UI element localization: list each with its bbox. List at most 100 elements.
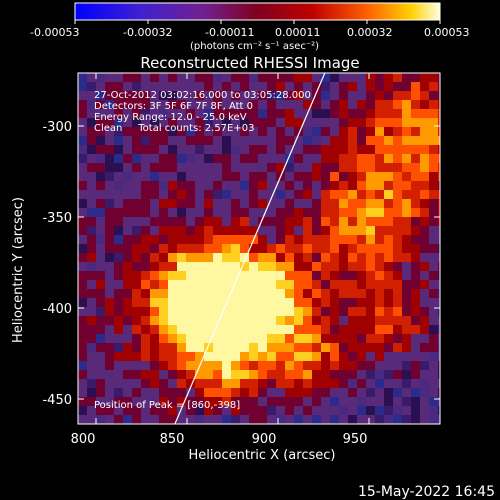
heatmap-cell xyxy=(294,73,303,82)
heatmap-cell xyxy=(402,397,411,406)
heatmap-cell xyxy=(294,406,303,415)
heatmap-cell xyxy=(384,73,393,82)
heatmap-cell xyxy=(96,172,105,181)
heatmap-cell xyxy=(141,190,150,199)
heatmap-cell xyxy=(330,406,339,415)
heatmap-cell xyxy=(159,154,168,163)
heatmap-cell xyxy=(222,253,231,262)
heatmap-cell xyxy=(402,226,411,235)
heatmap-cell xyxy=(159,100,168,109)
heatmap-cell xyxy=(177,280,186,289)
heatmap-cell xyxy=(348,127,357,136)
heatmap-cell xyxy=(78,118,87,127)
heatmap-cell xyxy=(339,352,348,361)
heatmap-cell xyxy=(357,82,366,91)
heatmap-cell xyxy=(186,379,195,388)
heatmap-cell xyxy=(96,370,105,379)
heatmap-cell xyxy=(141,136,150,145)
heatmap-cell xyxy=(159,190,168,199)
heatmap-cell xyxy=(96,388,105,397)
heatmap-cell xyxy=(375,82,384,91)
heatmap-cell xyxy=(213,298,222,307)
heatmap-cell xyxy=(141,163,150,172)
heatmap-cell xyxy=(168,244,177,253)
heatmap-cell xyxy=(141,145,150,154)
heatmap-cell xyxy=(393,244,402,253)
heatmap-cell xyxy=(222,73,231,82)
heatmap-cell xyxy=(267,271,276,280)
heatmap-cell xyxy=(78,154,87,163)
heatmap-cell xyxy=(303,217,312,226)
heatmap-cell xyxy=(132,298,141,307)
heatmap-cell xyxy=(186,289,195,298)
heatmap-cell xyxy=(303,253,312,262)
heatmap-cell xyxy=(402,109,411,118)
heatmap-cell xyxy=(267,199,276,208)
heatmap-cell xyxy=(123,181,132,190)
heatmap-cell xyxy=(258,154,267,163)
heatmap-cell xyxy=(348,199,357,208)
heatmap-cell xyxy=(303,73,312,82)
heatmap-cell xyxy=(222,154,231,163)
heatmap-cell xyxy=(159,379,168,388)
heatmap-cell xyxy=(186,217,195,226)
heatmap-cell xyxy=(249,244,258,253)
heatmap-cell xyxy=(159,334,168,343)
heatmap-cell xyxy=(393,217,402,226)
heatmap-cell xyxy=(204,145,213,154)
heatmap-cell xyxy=(150,136,159,145)
heatmap-cell xyxy=(240,370,249,379)
heatmap-cell xyxy=(258,136,267,145)
heatmap-cell xyxy=(159,280,168,289)
heatmap-cell xyxy=(249,172,258,181)
heatmap-cell xyxy=(276,388,285,397)
heatmap-cell xyxy=(321,199,330,208)
heatmap-cell xyxy=(276,253,285,262)
heatmap-cell xyxy=(123,352,132,361)
heatmap-cell xyxy=(78,127,87,136)
heatmap-cell xyxy=(249,73,258,82)
heatmap-cell xyxy=(195,118,204,127)
heatmap-cell xyxy=(438,118,440,127)
heatmap-cell xyxy=(429,316,438,325)
heatmap-cell xyxy=(411,370,420,379)
heatmap-cell xyxy=(114,244,123,253)
heatmap-cell xyxy=(204,316,213,325)
heatmap-cell xyxy=(177,145,186,154)
heatmap-cell xyxy=(393,82,402,91)
heatmap-cell xyxy=(438,325,440,334)
heatmap-cell xyxy=(105,361,114,370)
heatmap-cell xyxy=(168,91,177,100)
heatmap-cell xyxy=(240,190,249,199)
heatmap-cell xyxy=(303,127,312,136)
heatmap-cell xyxy=(303,370,312,379)
heatmap-cell xyxy=(240,334,249,343)
heatmap-cell xyxy=(321,235,330,244)
heatmap-cell xyxy=(78,235,87,244)
heatmap-cell xyxy=(384,172,393,181)
heatmap-cell xyxy=(231,244,240,253)
heatmap-cell xyxy=(330,100,339,109)
heatmap-cell xyxy=(186,91,195,100)
heatmap-cell xyxy=(177,208,186,217)
heatmap-cell xyxy=(204,352,213,361)
heatmap-cell xyxy=(294,271,303,280)
heatmap-cell xyxy=(186,307,195,316)
heatmap-cell xyxy=(177,307,186,316)
heatmap-cell xyxy=(384,100,393,109)
heatmap-cell xyxy=(429,298,438,307)
heatmap-cell xyxy=(222,325,231,334)
heatmap-cell xyxy=(276,199,285,208)
heatmap-cell xyxy=(186,361,195,370)
heatmap-cell xyxy=(78,145,87,154)
heatmap-cell xyxy=(285,154,294,163)
heatmap-cell xyxy=(231,181,240,190)
heatmap-cell xyxy=(150,82,159,91)
heatmap-cell xyxy=(78,307,87,316)
heatmap-cell xyxy=(105,289,114,298)
heatmap-cell xyxy=(150,415,159,424)
heatmap-cell xyxy=(123,325,132,334)
heatmap-cell xyxy=(258,172,267,181)
heatmap-cell xyxy=(429,307,438,316)
